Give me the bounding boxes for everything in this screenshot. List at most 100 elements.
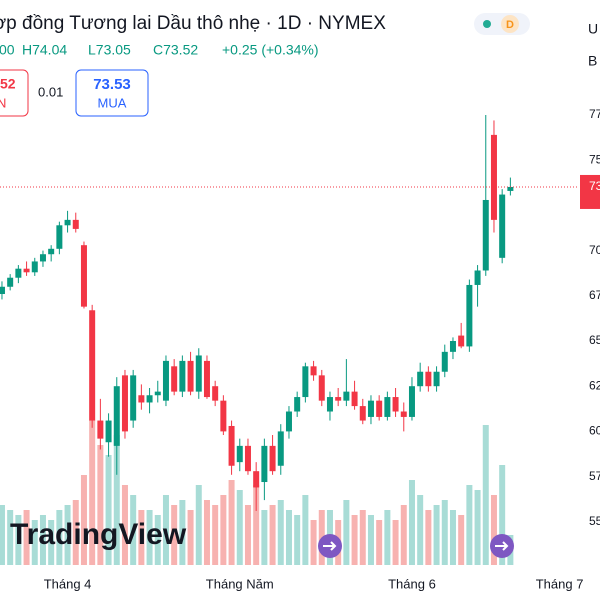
candle-body — [138, 395, 145, 403]
candle-body — [113, 386, 120, 446]
y-tick-label: 57.50 — [589, 469, 600, 483]
candle-body — [187, 360, 194, 392]
candle-body — [179, 360, 186, 392]
candle-body — [0, 286, 5, 294]
buy-price[interactable]: 73.53 — [93, 76, 131, 93]
buy-button[interactable] — [75, 69, 149, 117]
sell-label[interactable]: N — [0, 95, 6, 110]
candle-body — [162, 360, 169, 401]
volume-bar — [367, 515, 374, 565]
candle-body — [31, 261, 38, 273]
candle-body — [39, 254, 46, 262]
volume-bar — [417, 495, 424, 565]
ohlc-high: H74.04 — [22, 42, 67, 58]
candle-body — [466, 284, 473, 347]
candle-body — [269, 445, 276, 472]
currency: U — [588, 21, 598, 37]
candle-body — [384, 397, 391, 417]
last-price-box — [580, 174, 600, 209]
candle-body — [408, 386, 415, 417]
candle-body — [392, 397, 399, 412]
candle-body — [261, 445, 268, 483]
candle-body — [376, 400, 383, 417]
ohlc-low: L73.05 — [88, 42, 131, 58]
volume-bar — [64, 505, 71, 565]
candle-body — [80, 245, 87, 307]
volume-bar — [261, 510, 268, 565]
candle-body — [146, 395, 153, 403]
volume-bar — [285, 510, 292, 565]
volume-bar — [449, 510, 456, 565]
volume-bar — [466, 485, 473, 565]
volume-bar — [425, 510, 432, 565]
candle-body — [425, 371, 432, 387]
candle-body — [171, 366, 178, 392]
candle-body — [310, 366, 317, 376]
volume-bar — [351, 515, 358, 565]
volume-bar — [23, 510, 30, 565]
y-tick-label: 62.50 — [589, 378, 600, 392]
volume-bar — [499, 465, 506, 565]
candle-body — [400, 411, 407, 417]
volume-bar — [80, 475, 87, 565]
candle-body — [343, 391, 350, 401]
logo: TradingView — [10, 518, 187, 551]
side-button[interactable]: B — [588, 53, 597, 69]
spread: 0.01 — [38, 84, 63, 99]
buy-label[interactable]: MUA — [98, 95, 127, 110]
sell-price[interactable]: 52 — [0, 76, 16, 92]
candle-body — [490, 134, 497, 220]
price-axis-labels: 77.50 75.00 70.00 67.50 65.00 62.50 60.00 57.50… — [580, 107, 600, 528]
volume-bar — [195, 485, 202, 565]
candle-body — [195, 355, 202, 392]
y-tick-label: 65.00 — [589, 333, 600, 347]
y-tick-label: 55.00 — [589, 514, 600, 528]
volume-bar — [294, 515, 301, 565]
candle-body — [474, 270, 481, 285]
badge: D — [506, 19, 514, 31]
volume-bar — [7, 510, 14, 565]
candle-body — [253, 471, 260, 488]
candle-body — [458, 335, 465, 347]
candle-body — [121, 375, 128, 432]
candle-body — [441, 351, 448, 372]
volume-bar — [39, 515, 46, 565]
volume-bar — [310, 520, 317, 565]
sell-button[interactable] — [0, 69, 29, 117]
plot-area — [0, 115, 578, 565]
volume-bar — [384, 510, 391, 565]
volume-bar — [146, 510, 153, 565]
candle-body — [212, 386, 219, 401]
candle-body — [335, 397, 342, 401]
y-tick-label: 77.50 — [589, 107, 600, 121]
y-tick-label: 75.00 — [589, 152, 600, 166]
badge-circle — [501, 15, 519, 33]
volume-bar — [441, 500, 448, 565]
volume-bar — [15, 515, 22, 565]
change: +0.25 (+0.34%) — [222, 42, 319, 58]
candle-body — [203, 360, 210, 398]
candle-body — [449, 341, 456, 352]
volume-bar — [433, 505, 440, 565]
x-tick-label: Tháng 4 — [44, 576, 92, 591]
y-tick-label: 70.00 — [589, 243, 600, 257]
candle-body — [499, 194, 506, 258]
candle-body — [351, 391, 358, 407]
volume-bar — [56, 510, 63, 565]
volume-bar — [113, 435, 120, 565]
candle-body — [244, 445, 251, 472]
volume-bar — [236, 490, 243, 565]
candle-body — [72, 219, 79, 229]
status-dot — [483, 20, 491, 28]
x-tick-label: Tháng 7 — [536, 576, 584, 591]
y-tick-label: 60.00 — [589, 424, 600, 438]
volume-bar — [458, 515, 465, 565]
candle-body — [236, 445, 243, 463]
candle-body — [302, 366, 309, 398]
volume-bar — [359, 510, 366, 565]
volume-bar — [138, 510, 145, 565]
candle-body — [15, 268, 22, 278]
candle-body — [326, 397, 333, 412]
volume-bar — [244, 505, 251, 565]
